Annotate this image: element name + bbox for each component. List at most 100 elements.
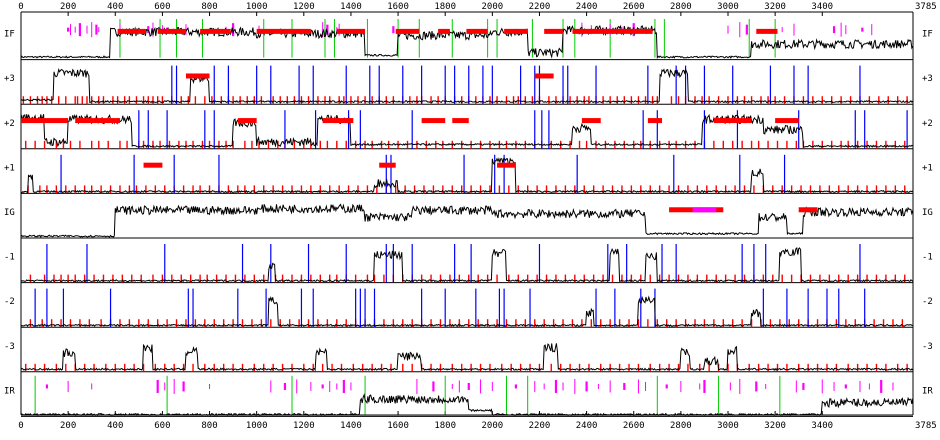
orf-bar <box>117 28 146 34</box>
orf-bar <box>336 28 366 34</box>
frame-tracks: IF IF +3 +3 +2 +2 +1 +1 IG IG -1 -1 -2 -2 -3 -3 IR IR <box>4 19 933 417</box>
track-+2: +2 +2 <box>4 110 933 150</box>
signal-trace <box>20 67 914 104</box>
x-tick-label-top: 1600 <box>387 2 409 12</box>
track--3: -3 -3 <box>4 342 933 373</box>
orf-bar <box>581 118 601 124</box>
x-tick-label-bottom: 3200 <box>764 421 786 431</box>
x-tick-label-top: 400 <box>107 2 123 12</box>
signal-trace <box>20 295 913 328</box>
orf-bar <box>395 28 420 34</box>
x-tick-label-top: 3000 <box>717 2 739 12</box>
track-label-left: -3 <box>4 342 15 352</box>
x-tick-label-bottom: 600 <box>154 421 170 431</box>
track-label-left: +1 <box>4 163 15 173</box>
x-tick-label-top: 200 <box>60 2 76 12</box>
orf-bar <box>647 118 663 124</box>
x-tick-label-top: 0 <box>18 2 23 12</box>
x-tick-label-top: 600 <box>154 2 170 12</box>
signal-trace <box>20 343 914 372</box>
signal-trace <box>20 247 914 284</box>
x-tick-label-bottom: 2600 <box>623 421 645 431</box>
track-IG: IG IG <box>4 203 933 239</box>
track-IR: IR IR <box>4 375 933 417</box>
x-end-label-bottom: 3785 <box>915 421 937 431</box>
x-axis-bottom: 0 200 400 600 800 1000 1200 1400 1600 1800 2000 220… <box>18 411 937 431</box>
x-tick-label-bottom: 1800 <box>434 421 456 431</box>
x-tick-label-bottom: 1400 <box>340 421 362 431</box>
x-tick-label-top: 2200 <box>529 2 551 12</box>
orf-bar <box>421 118 446 124</box>
x-tick-label-top: 2000 <box>481 2 503 12</box>
x-tick-label-top: 1800 <box>434 2 456 12</box>
orf-bar <box>775 118 799 124</box>
x-tick-label-bottom: 1000 <box>246 421 268 431</box>
orf-bar <box>572 28 653 34</box>
orf-bar <box>504 28 528 34</box>
track-label-left: +3 <box>4 74 15 84</box>
x-tick-label-bottom: 800 <box>201 421 217 431</box>
track-label-right: +2 <box>922 119 933 129</box>
track-label-left: IR <box>4 386 15 396</box>
x-tick-label-top: 1200 <box>293 2 315 12</box>
track-label-left: +2 <box>4 119 15 129</box>
x-tick-label-top: 2600 <box>623 2 645 12</box>
track-label-right: -1 <box>922 253 933 263</box>
x-tick-label-top: 3200 <box>764 2 786 12</box>
orf-bar <box>534 73 554 79</box>
x-tick-label-top: 2800 <box>670 2 692 12</box>
signal-trace <box>20 157 914 195</box>
x-tick-label-bottom: 1200 <box>293 421 315 431</box>
orf-bar <box>497 162 516 168</box>
orf-bar <box>756 28 778 34</box>
x-tick-label-top: 1400 <box>340 2 362 12</box>
x-tick-label-bottom: 2800 <box>670 421 692 431</box>
track-label-left: IG <box>4 208 15 218</box>
orf-bar <box>713 118 752 124</box>
track-label-right: -2 <box>922 297 933 307</box>
signal-trace <box>20 203 914 239</box>
orf-bar <box>438 28 450 34</box>
orf-bar <box>798 207 818 213</box>
track--2: -2 -2 <box>4 288 933 328</box>
track-label-right: +1 <box>922 163 933 173</box>
x-tick-label-bottom: 400 <box>107 421 123 431</box>
x-tick-label-top: 3400 <box>811 2 833 12</box>
x-tick-label-bottom: 2400 <box>576 421 598 431</box>
track-label-right: -3 <box>922 342 933 352</box>
track-label-right: +3 <box>922 74 933 84</box>
orf-bar <box>237 118 257 124</box>
track--1: -1 -1 <box>4 244 933 284</box>
track-label-right: IR <box>922 386 933 396</box>
track-label-left: IF <box>4 30 15 40</box>
orf-bar <box>256 28 311 34</box>
track-+3: +3 +3 <box>4 65 933 105</box>
signal-trace <box>20 393 914 417</box>
orf-bar-magenta <box>692 207 717 213</box>
x-tick-label-top: 1000 <box>246 2 268 12</box>
track-+1: +1 +1 <box>4 154 933 195</box>
orf-bar <box>452 118 469 124</box>
orf-bar <box>379 162 396 168</box>
x-tick-label-top: 800 <box>201 2 217 12</box>
orf-bar <box>185 73 210 79</box>
orf-bar <box>157 28 186 34</box>
orf-bar <box>322 118 354 124</box>
orf-bar <box>75 118 120 124</box>
x-tick-label-bottom: 1600 <box>387 421 409 431</box>
x-end-label-top: 3785 <box>915 2 937 12</box>
x-tick-label-bottom: 2000 <box>481 421 503 431</box>
orf-bar <box>466 28 488 34</box>
orf-bar <box>544 28 564 34</box>
signal-trace <box>20 113 914 148</box>
track-IF: IF IF <box>4 19 933 61</box>
orf-bar <box>143 162 163 168</box>
x-tick-label-bottom: 0 <box>18 421 23 431</box>
x-tick-label-bottom: 2200 <box>529 421 551 431</box>
track-label-right: IF <box>922 30 933 40</box>
x-tick-label-bottom: 200 <box>60 421 76 431</box>
track-label-left: -2 <box>4 297 15 307</box>
orf-bar <box>200 28 231 34</box>
track-label-right: IG <box>922 208 933 218</box>
